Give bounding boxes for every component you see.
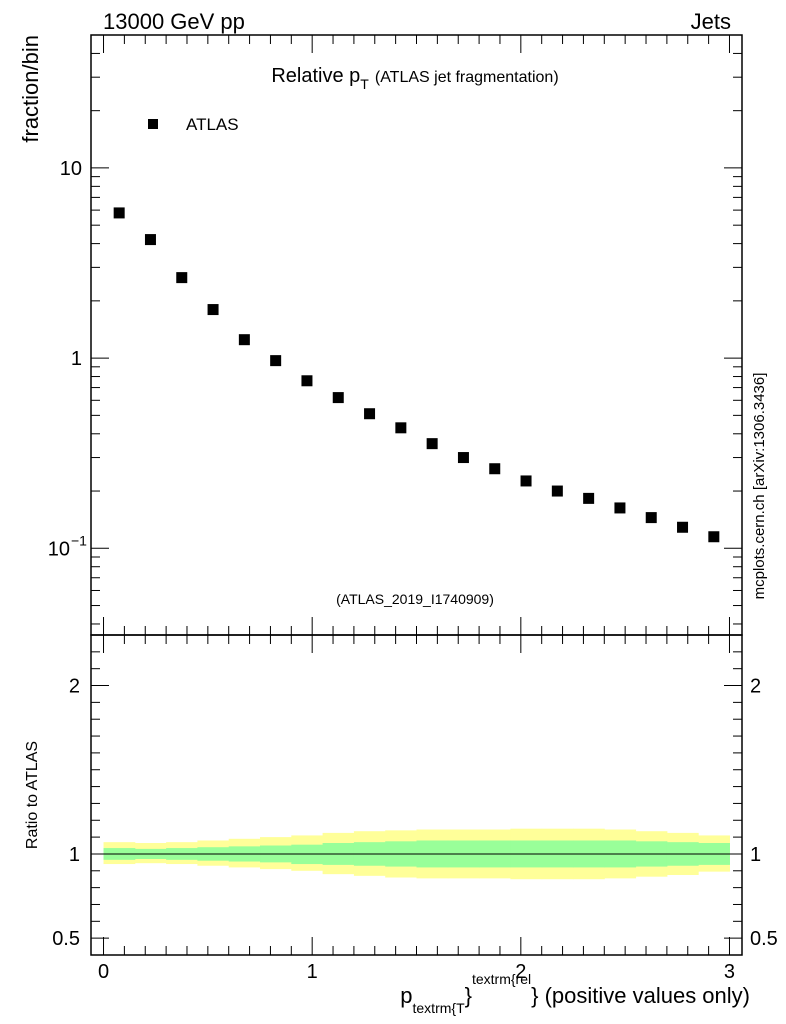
analysis-label: (ATLAS_2019_I1740909) [336, 591, 494, 607]
ratio-plot-frame [90, 634, 743, 956]
main-y-axis-label: fraction/bin [18, 35, 43, 143]
data-point [144, 234, 156, 246]
ratio-y-ticks: 2 2 1 1 0.5 0.5 [52, 651, 778, 950]
x-tick-label: 3 [724, 961, 735, 983]
data-point [614, 502, 626, 514]
data-point [551, 485, 563, 497]
data-point [395, 422, 407, 434]
y-tick-label: 10 [60, 158, 82, 180]
ratio-y-tick-label-left: 0.5 [52, 928, 80, 950]
data-point [489, 463, 501, 475]
header-process-label: Jets [691, 9, 731, 34]
ratio-marks [91, 828, 742, 880]
data-point [364, 408, 376, 420]
data-point [207, 304, 219, 316]
data-point [645, 512, 657, 524]
y-tick-label: 10 [48, 538, 70, 560]
ratio-y-axis-label: Ratio to ATLAS [24, 741, 41, 849]
main-marks [113, 207, 720, 543]
main-title: Relative pT (ATLAS jet fragmentation) [271, 65, 558, 92]
data-point [176, 272, 188, 284]
ratio-panel: 2 2 1 1 0.5 0.5 0 1 2 3 Ratio to ATLAS ptextrm{T… [24, 634, 778, 1016]
ratio-y-tick-label-right: 1 [750, 844, 761, 866]
data-point [520, 475, 532, 487]
ratio-y-tick-label-left: 1 [69, 844, 80, 866]
data-point [708, 531, 720, 543]
data-point [677, 521, 689, 533]
legend-marker [148, 119, 158, 129]
data-point [457, 452, 469, 464]
data-point [583, 492, 595, 504]
data-point [301, 375, 313, 387]
main-x-ticks [103, 35, 730, 635]
x-tick-label: 1 [307, 961, 318, 983]
watermark: mcplots.cern.ch [arXiv:1306.3436] [751, 373, 768, 600]
ratio-y-tick-label-right: 0.5 [750, 928, 778, 950]
y-tick-label-exponent: −1 [71, 532, 87, 548]
ratio-y-tick-label-right: 2 [750, 676, 761, 698]
header-energy-label: 13000 GeV pp [103, 9, 245, 34]
ratio-y-tick-label-left: 2 [69, 676, 80, 698]
y-tick-label: 1 [71, 348, 82, 370]
x-tick-label: 0 [98, 961, 109, 983]
x-tick-label: 2 [515, 961, 526, 983]
x-axis-label: ptextrm{T}textrm{rel} (positive values o… [400, 971, 750, 1016]
ratio-x-ticks: 0 1 2 3 [98, 635, 735, 983]
data-point [426, 438, 438, 450]
data-point [270, 355, 282, 367]
legend-label-atlas: ATLAS [186, 115, 239, 134]
data-point [238, 334, 250, 346]
data-point [113, 207, 125, 219]
data-point [332, 392, 344, 404]
